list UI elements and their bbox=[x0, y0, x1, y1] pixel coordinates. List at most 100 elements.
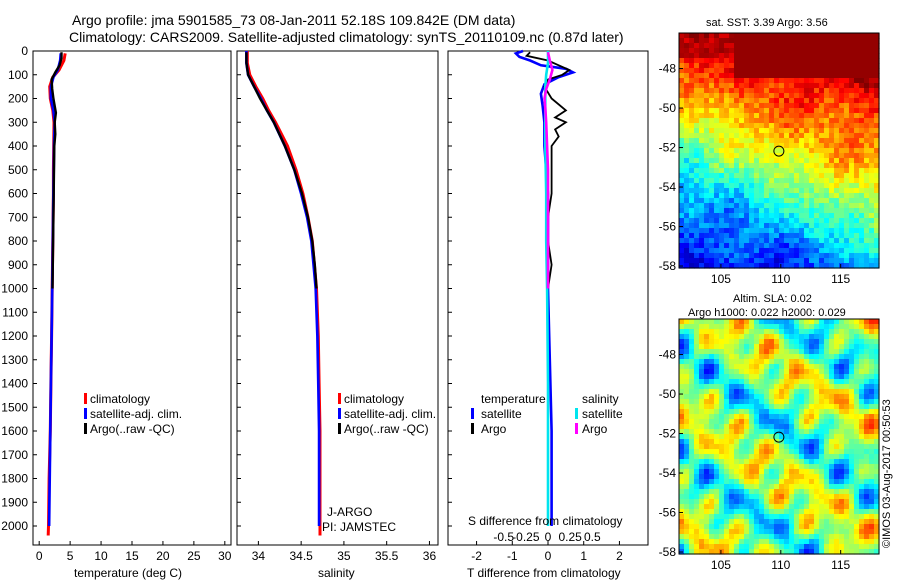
map-cell bbox=[869, 168, 875, 174]
map-cell bbox=[789, 479, 795, 485]
map-cell bbox=[794, 454, 800, 460]
map-cell bbox=[724, 93, 730, 99]
map-cell bbox=[829, 173, 835, 179]
map-cell bbox=[779, 344, 785, 350]
map-cell bbox=[854, 178, 860, 184]
map-cell bbox=[724, 484, 730, 490]
map-cell bbox=[829, 439, 835, 445]
map-cell bbox=[699, 63, 705, 69]
map-cell bbox=[804, 354, 810, 360]
map-cell bbox=[794, 33, 800, 39]
map-cell bbox=[769, 168, 775, 174]
map-cell bbox=[734, 253, 740, 259]
map-cell bbox=[759, 339, 765, 345]
map-cell bbox=[869, 63, 875, 69]
sla-map-title2: Argo h1000: 0.022 h2000: 0.029 bbox=[688, 307, 846, 319]
map-cell bbox=[709, 183, 715, 189]
legend-swatch-argo bbox=[338, 423, 341, 434]
map-cell bbox=[854, 48, 860, 54]
map-cell bbox=[804, 203, 810, 209]
map-cell bbox=[874, 479, 880, 485]
map-cell bbox=[739, 218, 745, 224]
map-cell bbox=[709, 138, 715, 144]
map-cell bbox=[864, 359, 870, 365]
map-cell bbox=[824, 213, 830, 219]
map-cell bbox=[679, 399, 685, 405]
map-cell bbox=[834, 158, 840, 164]
map-cell bbox=[724, 349, 730, 355]
map-cell bbox=[829, 98, 835, 104]
map-cell bbox=[749, 414, 755, 420]
map-cell bbox=[764, 63, 770, 69]
map-cell bbox=[724, 73, 730, 79]
map-cell bbox=[859, 524, 865, 530]
map-cell bbox=[754, 404, 760, 410]
map-cell bbox=[834, 484, 840, 490]
map-cell bbox=[759, 123, 765, 129]
map-cell bbox=[709, 504, 715, 510]
map-cell bbox=[799, 243, 805, 249]
map-cell bbox=[694, 93, 700, 99]
map-cell bbox=[874, 153, 880, 159]
map-cell bbox=[764, 263, 770, 269]
map-cell bbox=[789, 469, 795, 475]
map-cell bbox=[744, 484, 750, 490]
map-cell bbox=[809, 33, 815, 39]
map-cell bbox=[734, 494, 740, 500]
map-cell bbox=[754, 374, 760, 380]
map-cell bbox=[754, 163, 760, 169]
map-cell bbox=[694, 439, 700, 445]
map-cell bbox=[739, 163, 745, 169]
map-cell bbox=[689, 374, 695, 380]
map-cell bbox=[844, 519, 850, 525]
map-cell bbox=[854, 529, 860, 535]
map-cell bbox=[844, 449, 850, 455]
map-cell bbox=[724, 464, 730, 470]
map-cell bbox=[739, 58, 745, 64]
map-cell bbox=[869, 33, 875, 39]
map-cell bbox=[839, 499, 845, 505]
map-cell bbox=[844, 103, 850, 109]
map-cell bbox=[709, 404, 715, 410]
map-cell bbox=[719, 108, 725, 114]
map-cell bbox=[834, 133, 840, 139]
map-cell bbox=[809, 93, 815, 99]
map-cell bbox=[869, 419, 875, 425]
map-cell bbox=[864, 329, 870, 335]
map-cell bbox=[794, 424, 800, 430]
map-cell bbox=[679, 479, 685, 485]
depth-tick-label: 1300 bbox=[1, 353, 28, 367]
map-cell bbox=[784, 354, 790, 360]
map-cell bbox=[739, 38, 745, 44]
map-cell bbox=[829, 519, 835, 525]
map-cell bbox=[764, 48, 770, 54]
map-cell bbox=[694, 208, 700, 214]
map-cell bbox=[819, 258, 825, 264]
map-cell bbox=[859, 479, 865, 485]
map-cell bbox=[709, 193, 715, 199]
map-cell bbox=[859, 449, 865, 455]
map-cell bbox=[759, 479, 765, 485]
map-cell bbox=[804, 148, 810, 154]
map-cell bbox=[744, 178, 750, 184]
map-cell bbox=[849, 419, 855, 425]
map-cell bbox=[829, 208, 835, 214]
map-cell bbox=[734, 394, 740, 400]
map-cell bbox=[759, 384, 765, 390]
map-cell bbox=[869, 253, 875, 259]
map-cell bbox=[699, 414, 705, 420]
map-cell bbox=[864, 404, 870, 410]
map-cell bbox=[794, 429, 800, 435]
salinity-plot: 34 34.5 35 35.5 36 bbox=[237, 50, 436, 563]
map-cell bbox=[684, 434, 690, 440]
map-cell bbox=[764, 419, 770, 425]
map-cell bbox=[769, 228, 775, 234]
map-cell bbox=[799, 324, 805, 330]
map-cell bbox=[849, 33, 855, 39]
map-cell bbox=[759, 173, 765, 179]
map-cell bbox=[729, 489, 735, 495]
map-cell bbox=[679, 143, 685, 149]
map-cell bbox=[769, 143, 775, 149]
map-cell bbox=[724, 529, 730, 535]
map-cell bbox=[829, 158, 835, 164]
